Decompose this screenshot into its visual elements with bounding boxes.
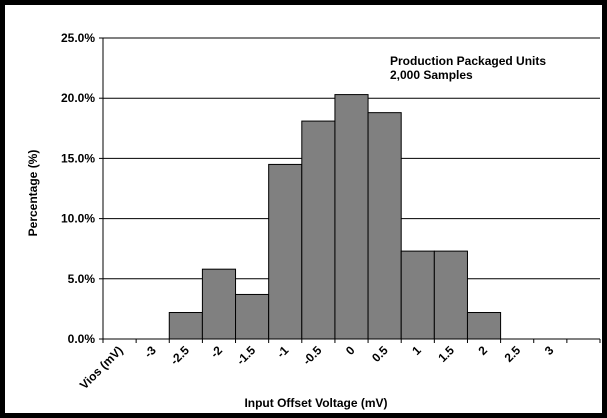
annotation-line-1: Production Packaged Units [390, 54, 546, 68]
x-tick-label: 3 [542, 343, 557, 358]
x-tick-label: 2.5 [502, 343, 524, 365]
x-axis-title: Input Offset Voltage (mV) [244, 396, 387, 410]
y-tick-label: 10.0% [61, 212, 95, 226]
histogram-bar [334, 94, 369, 340]
x-tick-label: 2 [476, 343, 491, 358]
x-tick-label: -2.5 [167, 343, 192, 368]
y-tick-label: 15.0% [61, 151, 95, 165]
histogram-bar [168, 312, 203, 340]
x-tick-label: 1 [409, 343, 424, 358]
y-tick-label: 5.0% [68, 272, 96, 286]
y-tick-label: 25.0% [61, 31, 95, 45]
y-tick-label: 0.0% [68, 332, 96, 346]
annotation-line-2: 2,000 Samples [390, 68, 473, 82]
histogram-bar [235, 293, 270, 340]
histogram-bar [466, 312, 502, 340]
x-tick-label: -0.5 [300, 343, 325, 368]
histogram-bar [433, 250, 468, 340]
histogram-chart: 0.0%5.0%10.0%15.0%20.0%25.0%Vios (mV) -3-… [26, 31, 601, 410]
histogram-bar [301, 120, 336, 340]
x-tick-label: -2 [208, 343, 226, 361]
x-tick-label: -1.5 [234, 343, 259, 368]
x-tick-label: 0 [343, 343, 358, 358]
x-axis-prefix-label: Vios (mV) [77, 343, 126, 392]
chart-figure: 0.0% 5.0% 10.0% 15.0% 20.0% 25.0% Vios (mV) -3-… [5, 5, 602, 413]
x-tick-label: -3 [141, 343, 159, 361]
histogram-bar [268, 163, 303, 340]
y-tick-label: 20.0% [61, 91, 95, 105]
x-tick-label: 1.5 [435, 343, 457, 365]
x-tick-label: -1 [274, 343, 292, 361]
histogram-bar [367, 112, 402, 340]
axes-layer [99, 37, 601, 343]
histogram-bar [201, 268, 237, 340]
x-tick-label: 0.5 [369, 343, 391, 365]
histogram-bar [400, 250, 435, 340]
bars-layer [168, 94, 502, 340]
y-axis-title: Percentage (%) [26, 150, 40, 237]
